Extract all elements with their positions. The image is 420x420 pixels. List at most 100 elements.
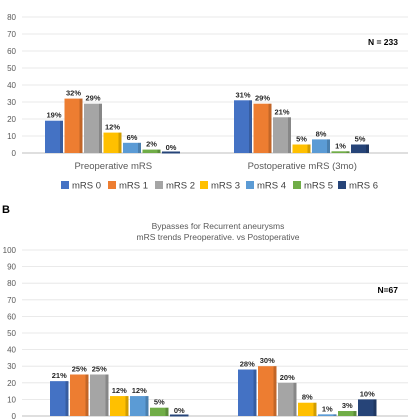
legend-label: mRS 6	[349, 181, 378, 192]
bar	[130, 396, 149, 416]
bar-shade	[293, 382, 297, 416]
y-tick-label: 80	[7, 279, 16, 288]
data-label: 32%	[66, 89, 81, 98]
y-tick-label: 30	[7, 98, 16, 107]
data-label: 29%	[85, 94, 100, 103]
bar	[312, 139, 330, 153]
bar-shade	[353, 411, 357, 416]
bar	[70, 374, 89, 416]
bar	[331, 151, 350, 153]
y-tick-label: 10	[7, 395, 16, 404]
bar-shade	[307, 144, 311, 153]
bar	[123, 142, 141, 153]
category-label: Preoperative mRS	[74, 161, 152, 172]
data-label: 12%	[132, 386, 147, 395]
y-tick-label: 40	[7, 346, 16, 355]
bar	[273, 117, 291, 153]
bar	[45, 120, 63, 153]
legend-label: mRS 4	[257, 181, 286, 192]
chart-panel-2: 0 10 20 30 40 50 60 70 80 90 100 B Bypasses for Recu…	[2, 204, 408, 420]
bar	[318, 414, 337, 416]
data-label: 30%	[260, 356, 275, 365]
bar-shade	[99, 103, 102, 153]
data-label: 25%	[92, 365, 107, 374]
data-label: 0%	[174, 406, 185, 415]
legend-swatch	[155, 181, 163, 189]
category-label: Postoperative mRS (3mo)	[248, 161, 357, 172]
y-tick-label: 70	[7, 296, 16, 305]
data-label: 19%	[46, 111, 61, 120]
bar-shade	[105, 374, 109, 416]
legend-swatch	[108, 181, 116, 189]
bar-shade	[118, 132, 122, 153]
data-label: 28%	[240, 360, 255, 369]
legend-swatch	[61, 181, 69, 189]
panel-label: B	[2, 204, 10, 216]
bar-shade	[60, 120, 63, 153]
bar-shade	[125, 396, 129, 416]
bar	[278, 382, 297, 416]
bar	[298, 402, 317, 416]
data-label: 2%	[146, 140, 157, 149]
data-label: 10%	[360, 389, 375, 398]
bar	[150, 407, 169, 416]
bar-shade	[249, 100, 252, 153]
bar	[142, 149, 161, 153]
bar	[50, 381, 69, 416]
bar	[110, 396, 129, 416]
data-label: 21%	[274, 107, 289, 116]
data-label: 3%	[342, 401, 353, 410]
bar-shade	[373, 399, 377, 416]
data-label: 31%	[235, 90, 250, 99]
bar-shade	[313, 402, 317, 416]
bar-shade	[346, 151, 350, 153]
bar	[238, 369, 257, 416]
data-label: 1%	[322, 404, 333, 413]
bar-shade	[79, 98, 83, 153]
bar-shade	[273, 366, 277, 416]
legend-swatch	[200, 181, 208, 189]
bar-shade	[333, 414, 337, 416]
data-label: 12%	[112, 386, 127, 395]
chart-title-line: mRS trends Preoperative. vs Postoperativ…	[137, 232, 300, 242]
y-tick-label: 0	[12, 149, 17, 158]
legend-swatch	[246, 181, 254, 189]
sample-size-annotation: N=67	[377, 285, 398, 295]
data-label: 29%	[255, 94, 270, 103]
y-tick-label: 80	[7, 13, 16, 22]
legend-label: mRS 3	[211, 181, 240, 192]
y-tick-label: 60	[7, 312, 16, 321]
bar	[253, 103, 272, 153]
bar-shade	[138, 142, 141, 153]
data-label: 21%	[52, 371, 67, 380]
y-tick-label: 50	[7, 329, 16, 338]
y-tick-label: 60	[7, 47, 16, 56]
y-tick-label: 70	[7, 30, 16, 39]
y-tick-label: 30	[7, 362, 16, 371]
bar	[84, 103, 102, 153]
bar-shade	[165, 407, 169, 416]
bar	[358, 399, 377, 416]
bar	[162, 151, 180, 154]
data-label: 5%	[154, 398, 165, 407]
y-tick-label: 20	[7, 379, 16, 388]
data-label: 12%	[105, 123, 120, 132]
bar-shade	[268, 103, 272, 153]
y-tick-label: 50	[7, 64, 16, 73]
legend: mRS 0 mRS 1 mRS 2 mRS 3 mRS 4 mRS 5 mRS 6	[61, 181, 378, 192]
bar	[90, 374, 109, 416]
y-tick-label: 20	[7, 115, 16, 124]
data-label: 5%	[296, 135, 307, 144]
data-label: 0%	[166, 143, 177, 152]
bar	[258, 366, 277, 416]
bar	[103, 132, 122, 153]
y-tick-label: 0	[12, 412, 17, 420]
data-label: 8%	[302, 393, 313, 402]
bar-shade	[65, 381, 69, 416]
bar-shade	[145, 396, 149, 416]
bar-shade	[253, 369, 257, 416]
data-label: 8%	[316, 129, 327, 138]
bar	[338, 411, 357, 416]
legend-label: mRS 0	[72, 181, 101, 192]
